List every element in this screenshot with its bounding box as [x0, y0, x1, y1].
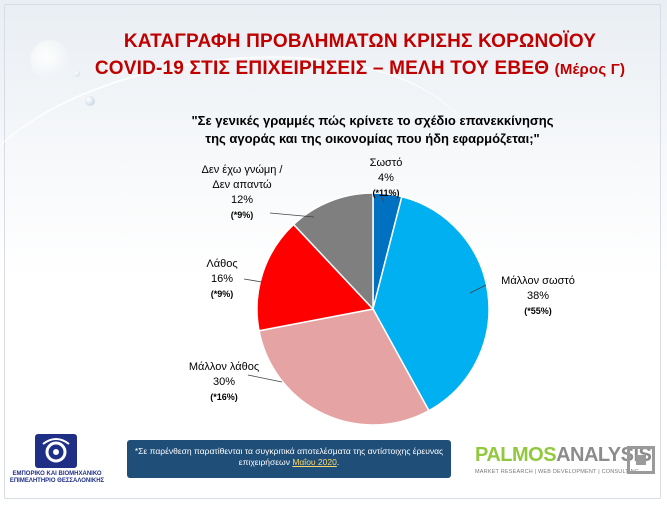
label-den-exw-gnwmh-value: 12%: [230, 194, 254, 206]
ebeth-logo: ΕΜΠΟΡΙΚΟ ΚΑΙ ΒΙΟΜΗΧΑΝΙΚΟ ΕΠΙΜΕΛΗΤΗΡΙΟ ΘΕ…: [9, 434, 121, 490]
label-swsto: Σωστό 4% (*11%): [360, 156, 412, 200]
decorative-bubble-small: [74, 71, 80, 77]
footnote-month: Μαΐου 2020: [292, 457, 337, 467]
chart-title-line-2: της αγοράς και της οικονομίας που ήδη εφ…: [205, 131, 540, 146]
ebeth-emblem-icon: [35, 434, 77, 468]
slice-mallon-lathos: [258, 308, 430, 426]
leader-mallon-lathos: [247, 374, 283, 383]
title-line-1: ΚΑΤΑΓΡΑΦΗ ΠΡΟΒΛΗΜΑΤΩΝ ΚΡΙΣΗΣ ΚΟΡΩΝΟΪΟΥ: [123, 31, 597, 52]
label-mallon-lathos-comparison: (*16%): [210, 392, 238, 402]
label-den-exw-gnwmh: Δεν έχω γνώμη / Δεν απαντώ 12% (*9%): [186, 163, 298, 222]
label-mallon-swsto: Μάλλον σωστό 38% (*55%): [488, 274, 588, 318]
cog-emblem-icon: [42, 438, 70, 463]
footnote-text: *Σε παρένθεση παρατίθενται τα συγκριτικά…: [134, 446, 444, 467]
label-den-exw-gnwmh-name-1: Δεν έχω γνώμη /: [201, 164, 283, 176]
label-mallon-swsto-comparison: (*55%): [524, 306, 552, 316]
leader-swsto: [380, 194, 385, 204]
leader-lathos: [243, 278, 263, 283]
label-mallon-lathos-name: Μάλλον λάθος: [188, 361, 260, 373]
ebeth-logo-text: ΕΜΠΟΡΙΚΟ ΚΑΙ ΒΙΟΜΗΧΑΝΙΚΟ ΕΠΙΜΕΛΗΤΗΡΙΟ ΘΕ…: [9, 471, 105, 484]
label-mallon-lathos: Μάλλον λάθος 30% (*16%): [172, 360, 276, 404]
chart-title-line-1: "Σε γενικές γραμμές πώς κρίνετε το σχέδι…: [191, 113, 554, 128]
leader-mallon-swsto: [469, 284, 487, 294]
palmos-tagline: MARKET RESEARCH | WEB DEVELOPMENT | CONS…: [475, 469, 640, 475]
slice-lathos: [256, 223, 375, 332]
label-den-exw-gnwmh-name-2: Δεν απαντώ: [212, 179, 272, 191]
palmos-square-icon: [627, 446, 655, 474]
title-line-2-main: COVID-19 ΣΤΙΣ ΕΠΙΧΕΙΡΗΣΕΙΣ – ΜΕΛΗ ΤΟΥ ΕΒ…: [94, 58, 550, 79]
label-swsto-value: 4%: [378, 172, 394, 184]
title-line-2: COVID-19 ΣΤΙΣ ΕΠΙΧΕΙΡΗΣΕΙΣ – ΜΕΛΗ ΤΟΥ ΕΒ…: [60, 55, 660, 83]
palmos-analysis-logo: PALMOSANALYSIS MARKET RESEARCH | WEB DEV…: [475, 444, 661, 484]
footnote-box: *Σε παρένθεση παρατίθενται τα συγκριτικά…: [127, 440, 451, 478]
chart-title: "Σε γενικές γραμμές πώς κρίνετε το σχέδι…: [150, 112, 595, 148]
label-lathos: Λάθος 16% (*9%): [192, 257, 252, 301]
slice-den-exw-gnwmh: [292, 192, 374, 311]
decorative-bubble-large: [30, 40, 70, 80]
label-lathos-value: 16%: [210, 273, 234, 285]
leader-den-exw-gnwmh: [269, 212, 315, 218]
label-den-exw-gnwmh-comparison: (*9%): [230, 210, 254, 220]
label-swsto-comparison: (*11%): [372, 188, 400, 198]
palmos-word-1: PALMOS: [475, 444, 557, 466]
label-lathos-name: Λάθος: [206, 258, 238, 270]
footnote-end: .: [336, 457, 340, 467]
label-mallon-swsto-value: 38%: [526, 290, 550, 302]
slice-mallon-swsto: [372, 195, 490, 412]
palmos-wordmark: PALMOSANALYSIS: [475, 444, 652, 466]
label-lathos-comparison: (*9%): [210, 289, 234, 299]
label-mallon-swsto-name: Μάλλον σωστό: [501, 275, 575, 287]
title-part: (Μέρος Γ): [554, 61, 626, 78]
slide-frame: [4, 4, 661, 499]
label-mallon-lathos-value: 30%: [212, 376, 236, 388]
label-swsto-name: Σωστό: [369, 157, 403, 169]
slide-title: ΚΑΤΑΓΡΑΦΗ ΠΡΟΒΛΗΜΑΤΩΝ ΚΡΙΣΗΣ ΚΟΡΩΝΟΪΟΥ C…: [60, 28, 660, 83]
decorative-bubble: [85, 96, 95, 106]
